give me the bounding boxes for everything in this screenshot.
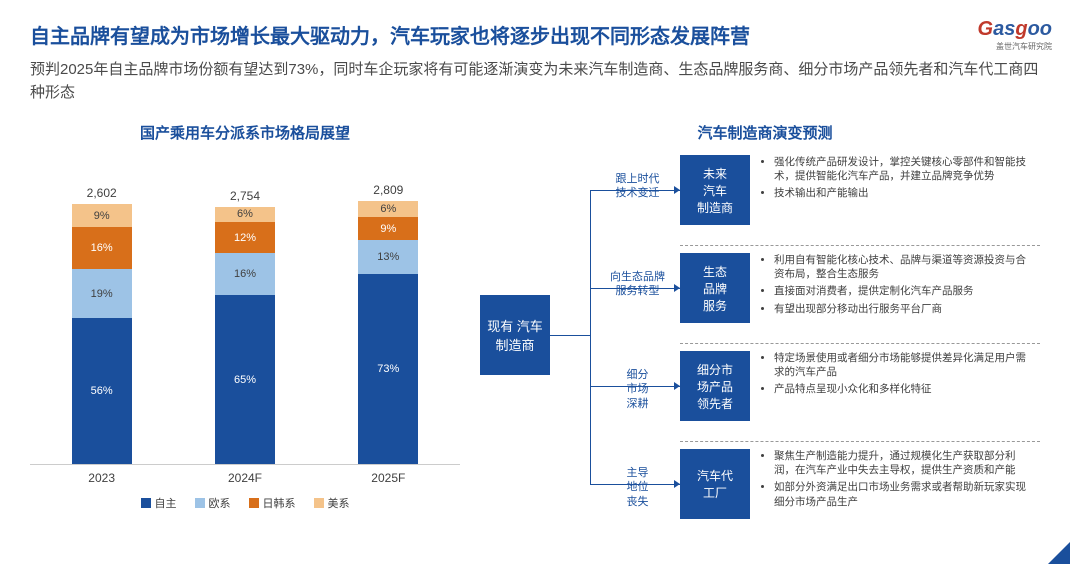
- bullet-item: 利用自有智能化核心技术、品牌与渠道等资源投资与合资布局，整合生态服务: [774, 253, 1030, 281]
- page-subtitle: 预判2025年自主品牌市场份额有望达到73%，同时车企玩家将有可能逐渐演变为未来…: [30, 59, 1050, 104]
- x-axis-label: 2023: [57, 471, 147, 485]
- bar-group: 2,602 56%19%16%9%: [57, 186, 147, 464]
- bar-segment: 16%: [215, 253, 275, 295]
- bar-segment: 19%: [72, 269, 132, 318]
- brand-logo: Gasgoo 盖世汽车研究院: [978, 18, 1052, 52]
- branch-row: 未来汽车制造商强化传统产品研发设计，掌控关键核心零部件和智能技术，提供智能化汽车…: [680, 155, 1030, 225]
- bullet-item: 如部分外资满足出口市场业务需求或者帮助新玩家实现细分市场产品生产: [774, 480, 1030, 508]
- bar-total-label: 2,809: [373, 183, 403, 197]
- legend-item: 日韩系: [249, 495, 296, 511]
- branch-label: 跟上时代技术变迁: [600, 172, 675, 201]
- type-node: 生态品牌服务: [680, 253, 750, 323]
- diagram-panel: 汽车制造商演变预测 现有 汽车 制造商 跟上时代技术变迁未来汽车制造商强化传统产…: [480, 122, 1050, 562]
- type-node: 未来汽车制造商: [680, 155, 750, 225]
- bullet-list: 利用自有智能化核心技术、品牌与渠道等资源投资与合资布局，整合生态服务直接面对消费…: [760, 253, 1030, 319]
- bar-segment: 73%: [358, 274, 418, 464]
- diagram-title: 汽车制造商演变预测: [480, 122, 1050, 143]
- x-axis-label: 2024F: [200, 471, 290, 485]
- divider: [680, 343, 1040, 344]
- branch-label: 细分市场深耕: [600, 368, 675, 411]
- bar-group: 2,754 65%16%12%6%: [200, 189, 290, 464]
- branch-row: 细分市场产品领先者特定场景使用或者细分市场能够提供差异化满足用户需求的汽车产品产…: [680, 351, 1030, 421]
- branch-row: 生态品牌服务利用自有智能化核心技术、品牌与渠道等资源投资与合资布局，整合生态服务…: [680, 253, 1030, 323]
- bar-segment: 16%: [72, 227, 132, 269]
- divider: [680, 441, 1040, 442]
- decorative-corner: [1048, 542, 1070, 564]
- bar-total-label: 2,754: [230, 189, 260, 203]
- bar-segment: 6%: [358, 201, 418, 217]
- bar-segment: 12%: [215, 222, 275, 253]
- connector: [590, 190, 591, 484]
- bullet-list: 强化传统产品研发设计，掌控关键核心零部件和智能技术，提供智能化汽车产品，并建立品…: [760, 155, 1030, 204]
- branch-row: 汽车代工厂聚焦生产制造能力提升，通过规模化生产获取部分利润，在汽车产业中失去主导…: [680, 449, 1030, 519]
- bar-group: 2,809 73%13%9%6%: [343, 183, 433, 464]
- bullet-item: 强化传统产品研发设计，掌控关键核心零部件和智能技术，提供智能化汽车产品，并建立品…: [774, 155, 1030, 183]
- type-node: 汽车代工厂: [680, 449, 750, 519]
- legend-item: 自主: [141, 495, 177, 511]
- divider: [680, 245, 1040, 246]
- bullet-item: 技术输出和产能输出: [774, 186, 1030, 200]
- bar-total-label: 2,602: [87, 186, 117, 200]
- bar-segment: 6%: [215, 207, 275, 223]
- legend-item: 欧系: [195, 495, 231, 511]
- chart-panel: 国产乘用车分派系市场格局展望 2,60256%19%16%9%2,75465%1…: [30, 122, 460, 562]
- bar-segment: 65%: [215, 295, 275, 464]
- bullet-item: 有望出现部分移动出行服务平台厂商: [774, 302, 1030, 316]
- bar-segment: 13%: [358, 240, 418, 274]
- bullet-item: 特定场景使用或者细分市场能够提供差异化满足用户需求的汽车产品: [774, 351, 1030, 379]
- chart-title: 国产乘用车分派系市场格局展望: [30, 122, 460, 143]
- bar-segment: 9%: [358, 217, 418, 240]
- branch-label: 主导地位丧失: [600, 466, 675, 509]
- bar-segment: 9%: [72, 204, 132, 227]
- bullet-item: 直接面对消费者，提供定制化汽车产品服务: [774, 284, 1030, 298]
- branch-label: 向生态品牌服务转型: [600, 270, 675, 299]
- bullet-item: 聚焦生产制造能力提升，通过规模化生产获取部分利润，在汽车产业中失去主导权，提供生…: [774, 449, 1030, 477]
- origin-node: 现有 汽车 制造商: [480, 295, 550, 375]
- bullet-list: 聚焦生产制造能力提升，通过规模化生产获取部分利润，在汽车产业中失去主导权，提供生…: [760, 449, 1030, 512]
- type-node: 细分市场产品领先者: [680, 351, 750, 421]
- bar-segment: 56%: [72, 318, 132, 464]
- page-title: 自主品牌有望成为市场增长最大驱动力，汽车玩家也将逐步出现不同形态发展阵营: [30, 20, 1050, 49]
- connector: [550, 335, 590, 336]
- legend-item: 美系: [314, 495, 350, 511]
- bullet-item: 产品特点呈现小众化和多样化特征: [774, 382, 1030, 396]
- x-axis-label: 2025F: [343, 471, 433, 485]
- bullet-list: 特定场景使用或者细分市场能够提供差异化满足用户需求的汽车产品产品特点呈现小众化和…: [760, 351, 1030, 400]
